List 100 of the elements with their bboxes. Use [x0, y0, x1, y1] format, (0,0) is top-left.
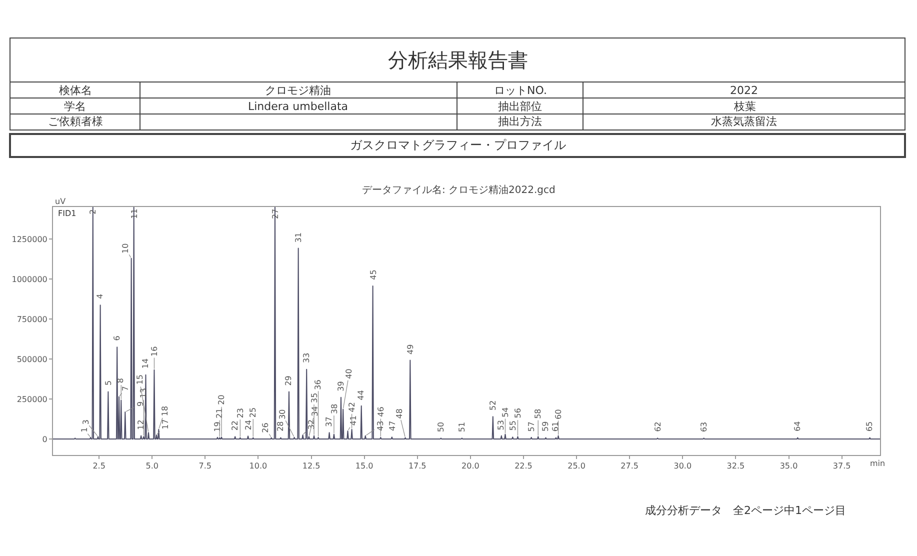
annotation: 29	[284, 376, 294, 386]
annotation: 50	[436, 422, 446, 432]
text: 抽出部位	[498, 100, 542, 113]
annotation: 3	[81, 419, 90, 425]
annotation: 18	[160, 406, 170, 416]
chart-title: 分析結果報告書	[388, 48, 528, 72]
annotation: 15	[135, 374, 144, 385]
x-tick-label: 35.0	[780, 462, 798, 471]
annotation: 58	[533, 408, 542, 419]
y-axis-title: uV	[55, 197, 66, 206]
text: ガスクロマトグラフィー・プロファイル	[350, 138, 566, 152]
x-tick-label: 25.0	[568, 462, 586, 471]
annotation: 16	[150, 346, 159, 356]
annotation: 27	[270, 208, 280, 219]
annotation: 55	[508, 420, 518, 431]
text: クロモジ精油	[265, 84, 331, 97]
text: ご依頼者様	[48, 115, 103, 128]
text: 検体名	[59, 84, 92, 97]
annotation: 64	[792, 421, 802, 432]
annotation: 6	[112, 336, 122, 341]
annotation: 9	[136, 401, 145, 407]
annotation: 61	[551, 421, 560, 432]
text: 学名	[64, 100, 86, 113]
annotation: 14	[140, 358, 150, 369]
x-tick-label: 20.0	[462, 462, 480, 471]
text: 抽出方法	[498, 115, 542, 128]
annotation: 51	[458, 422, 467, 432]
x-tick-label: 10.0	[249, 462, 268, 471]
annotation: 37	[324, 416, 334, 427]
annotation: 32	[306, 419, 316, 430]
chart-subtitle: データファイル名: クロモジ精油2022.gcd	[362, 184, 556, 196]
y-tick-label: 1000000	[12, 274, 48, 284]
annotation: 1	[80, 427, 89, 432]
annotation: 28	[276, 421, 285, 432]
annotation: 35	[310, 392, 320, 404]
annotation: 19	[213, 422, 222, 432]
annotation: 45	[368, 270, 378, 280]
annotation: 52	[488, 400, 498, 411]
annotation: 44	[356, 390, 366, 400]
annotation: 2	[88, 209, 98, 214]
annotation: 20	[217, 394, 226, 405]
text: 成分分析データ 全2ページ中1ページ目	[645, 504, 846, 517]
annotation: 40	[344, 368, 354, 379]
annotation: FID1	[58, 209, 76, 218]
annotation: 30	[278, 409, 288, 420]
annotation: 56	[513, 408, 522, 418]
annotation: 42	[347, 402, 356, 412]
annotation: 47	[388, 420, 397, 431]
text: 水蒸気蒸留法	[711, 115, 777, 128]
annotation: 46	[376, 406, 386, 417]
x-tick-label: 37.5	[832, 462, 851, 471]
annotation: 21	[214, 408, 224, 418]
annotation: 62	[653, 422, 662, 432]
x-axis-title: min	[870, 459, 886, 468]
x-tick-label: 32.5	[726, 462, 745, 471]
annotation: 57	[526, 422, 536, 432]
x-tick-label: 27.5	[620, 462, 638, 471]
x-tick-label: 2.5	[92, 462, 106, 471]
annotation: 48	[394, 408, 404, 419]
annotation: 7	[120, 386, 130, 392]
y-tick-label: 250000	[16, 394, 48, 404]
annotation: 24	[244, 420, 253, 430]
text: ロットNO.	[494, 84, 547, 97]
y-tick-label: 1250000	[12, 234, 48, 244]
annotation: 25	[248, 407, 258, 418]
annotation: 36	[314, 380, 323, 390]
annotation: 10	[121, 243, 130, 254]
line-series	[53, 207, 880, 440]
x-tick-label: 12.5	[302, 462, 320, 471]
annotation: 17	[160, 419, 170, 430]
text: 2022	[730, 84, 758, 97]
annotation: 12	[136, 420, 146, 430]
annotation: 31	[294, 232, 304, 243]
annotation: 26	[260, 422, 270, 433]
annotation: 5	[104, 380, 113, 386]
y-tick-label: 750000	[16, 314, 48, 324]
annotation: 54	[501, 407, 510, 418]
annotation: 8	[116, 378, 126, 384]
annotation: 11	[130, 208, 139, 219]
annotation: 49	[406, 344, 415, 354]
x-tick-label: 7.5	[198, 462, 212, 471]
annotation: 33	[302, 352, 312, 363]
annotation: 38	[330, 404, 339, 414]
x-tick-label: 30.0	[674, 462, 692, 471]
text: Lindera umbellata	[248, 100, 348, 113]
annotation: 60	[554, 409, 564, 420]
y-tick-label: 500000	[16, 354, 48, 364]
y-tick-label: 0	[42, 434, 48, 444]
annotation: 34	[310, 406, 320, 416]
annotation: 65	[865, 421, 874, 432]
annotation: 23	[236, 408, 246, 418]
text: 枝葉	[733, 100, 756, 113]
x-tick-label: 5.0	[146, 462, 158, 471]
annotation: 43	[376, 420, 385, 431]
annotation: 4	[96, 294, 105, 299]
annotation: 53	[496, 420, 506, 430]
annotation: 63	[700, 422, 709, 432]
annotation: 39	[336, 381, 346, 392]
x-tick-label: 22.5	[514, 462, 532, 471]
x-tick-label: 17.5	[408, 462, 426, 471]
